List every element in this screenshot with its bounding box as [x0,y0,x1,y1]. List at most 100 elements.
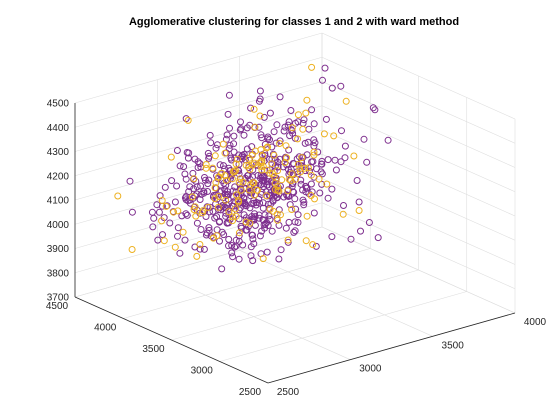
scatter-point-series-2 [257,146,265,154]
scatter-point-series-1 [318,170,326,178]
floor-grid-line [219,291,467,362]
scatter-point-series-2 [304,164,312,172]
scatter-point-series-2 [339,210,347,218]
scatter-point-series-2 [209,234,217,242]
scatter-point-series-1 [230,132,238,140]
scatter-point-series-1 [319,76,326,84]
scatter-point-series-1 [222,135,230,143]
scatter-point-series-2 [302,237,310,245]
scatter-point-series-1 [243,124,251,132]
points-layer [114,63,392,273]
scatter-point-series-1 [292,205,300,213]
scatter-point-series-1 [234,166,242,174]
scatter-point-series-1 [360,135,368,143]
scatter-point-series-1 [277,246,285,254]
scatter-point-series-1 [258,173,266,180]
scatter-point-series-1 [255,123,263,131]
scatter-point-series-1 [200,189,208,197]
side-wall-grid-line [321,105,516,193]
scatter-point-series-2 [245,154,253,162]
ticks-layer: 2500300035004000250030003500400045003700… [46,99,547,399]
scatter-point-series-2 [237,186,245,194]
scatter-point-series-1 [204,188,211,195]
z-tick-label: 3800 [47,268,70,279]
scatter-point-series-2 [259,152,267,160]
scatter-point-series-1 [266,216,274,223]
scatter-point-series-1 [168,177,176,185]
scatter-point-series-2 [258,159,265,167]
scatter-point-series-1 [255,195,263,203]
z-tick-label: 4400 [47,123,70,134]
scatter-point-series-2 [310,151,318,159]
scatter-point-series-1 [196,196,204,203]
scatter-point-series-2 [246,219,254,227]
scatter-point-series-1 [256,199,264,207]
scatter-point-series-1 [347,235,355,243]
scatter-point-series-2 [342,97,350,105]
scatter-point-series-1 [328,84,336,92]
scatter-point-series-1 [210,192,218,199]
scatter-point-series-1 [363,158,371,166]
scatter-point-series-2 [215,193,223,200]
scatter-point-series-1 [310,209,318,217]
scatter-point-series-2 [263,192,270,200]
y-tick-label: 4000 [94,323,117,334]
scatter-point-series-1 [294,211,302,219]
scatter-point-series-1 [197,182,205,190]
scatter-point-series-1 [247,104,255,112]
scatter-point-series-1 [166,219,174,227]
scatter-point-series-1 [299,196,307,204]
scatter-point-series-1 [196,245,204,253]
scatter-point-series-2 [184,116,192,124]
scatter-point-series-1 [270,128,278,136]
scatter-point-series-1 [224,110,232,118]
scatter-point-series-2 [114,192,122,200]
scatter-point-series-1 [259,199,267,207]
scatter-point-series-2 [259,255,267,263]
scatter-point-series-1 [318,157,326,165]
scatter-point-series-1 [286,201,294,209]
back-wall-grid-line [74,81,323,152]
scatter-point-series-1 [260,113,268,121]
scatter-point-series-1 [341,142,349,150]
scatter-point-series-2 [268,160,276,168]
scatter-point-series-2 [251,123,259,131]
scatter-point-series-1 [309,158,317,165]
scatter-point-series-1 [206,208,213,216]
scatter-point-series-1 [260,166,268,174]
scatter-point-series-1 [205,176,213,184]
scatter-point-series-1 [304,138,312,146]
scatter-point-series-1 [275,255,283,263]
scatter-point-series-1 [258,227,266,235]
scatter-point-series-1 [229,253,237,261]
scatter-point-series-2 [323,180,331,188]
scatter-point-series-2 [270,151,278,159]
scatter-point-series-2 [239,178,247,186]
scatter-point-series-2 [190,175,198,183]
scatter-point-series-1 [176,249,184,257]
scatter-point-series-2 [171,243,179,251]
scatter-point-series-1 [206,131,214,139]
scatter-point-series-1 [242,202,250,210]
scatter-point-series-1 [181,170,189,178]
scatter-point-series-1 [248,143,256,151]
scatter-point-series-1 [276,93,284,101]
x-tick-label: 3000 [359,364,382,375]
scatter-point-series-2 [170,208,177,216]
side-wall-grid-line [321,226,516,314]
scatter-point-series-2 [249,179,257,187]
scatter-point-series-1 [285,170,293,178]
scatter-point-series-1 [291,195,299,203]
scatter-point-series-1 [176,162,184,170]
scatter-point-series-1 [284,238,292,246]
scatter-point-series-1 [193,219,201,227]
scatter-point-series-2 [235,178,243,186]
scatter-point-series-1 [213,226,221,234]
scatter-point-series-2 [294,160,302,168]
scatter-point-series-2 [288,170,296,178]
scatter-point-series-2 [225,208,233,216]
scatter-point-series-2 [167,153,175,161]
scatter-point-series-2 [355,207,363,214]
scatter-point-series-1 [155,208,163,216]
